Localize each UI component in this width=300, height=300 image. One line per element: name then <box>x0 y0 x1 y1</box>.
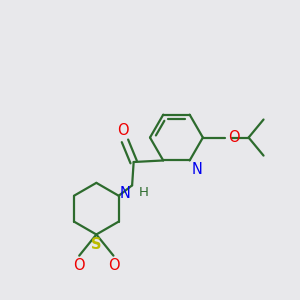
Text: N: N <box>120 186 130 201</box>
Text: O: O <box>108 258 120 273</box>
Text: O: O <box>118 123 129 138</box>
Text: S: S <box>91 237 102 252</box>
Text: O: O <box>228 130 239 145</box>
Text: N: N <box>191 162 202 177</box>
Text: H: H <box>139 186 149 199</box>
Text: O: O <box>73 258 84 273</box>
